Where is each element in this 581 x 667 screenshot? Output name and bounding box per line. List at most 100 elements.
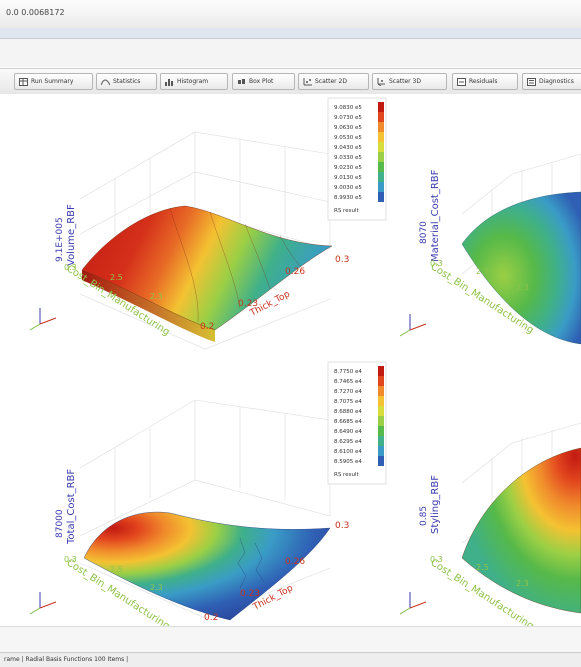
plot3-ztick: 87000 <box>55 509 65 538</box>
plot1-axis-triad <box>29 308 57 331</box>
surface-plot-volume[interactable]: 9.1E+005 Volume_RBF Cost_Bin_Manufacturi… <box>0 94 390 354</box>
plot1-surface <box>81 205 333 331</box>
svg-text:8.5905 e4: 8.5905 e4 <box>334 459 362 465</box>
plot1-ztick: 9.1E+005 <box>55 217 65 262</box>
plot3-xtick-2: 0.26 <box>285 557 305 567</box>
plot2-ytick-2: 2.3 <box>516 283 529 292</box>
svg-text:8.6295 e4: 8.6295 e4 <box>334 439 362 445</box>
box-plot-label: Box Plot <box>249 78 274 85</box>
residuals-icon <box>457 77 466 86</box>
plot1-xtick-2: 0.26 <box>285 267 305 277</box>
plot3-xtick-3: 0.3 <box>335 521 349 531</box>
svg-text:9.0230 e5: 9.0230 e5 <box>334 165 362 171</box>
surface-plot-total-cost[interactable]: 87000 Total_Cost_RBF Cost_Bin_Manufactur… <box>0 358 390 626</box>
surface-plot-material-cost[interactable]: 8070 Material_Cost_RBF Cost_Bin_Manufact… <box>392 94 581 354</box>
plot1-ytick-1: 2.5 <box>110 273 123 282</box>
plot3-xtick-1: 0.23 <box>240 589 260 599</box>
plot4-ztick: 0.85 <box>419 506 429 526</box>
menu-band <box>0 28 581 39</box>
histogram-icon <box>165 78 174 86</box>
surface-plot-styling[interactable]: 0.85 Styling_RBF Cost_Bin_Manufacturing … <box>392 358 581 626</box>
svg-text:9.0830 e5: 9.0830 e5 <box>334 105 362 111</box>
scatter-3d-label: Scatter 3D <box>389 78 421 85</box>
plot1-legend: 9.0830 e5 9.0730 e5 9.0630 e5 9.0530 e5 … <box>327 97 387 221</box>
plot3-axis-triad <box>29 592 57 615</box>
window-titlebar: 0.0 0.0068172 <box>0 0 581 29</box>
scatter-2d-label: Scatter 2D <box>315 78 347 85</box>
svg-text:9.0630 e5: 9.0630 e5 <box>334 125 362 131</box>
status-bar: rame | Radial Basis Functions 100 Items … <box>0 652 581 667</box>
svg-text:8.6100 e4: 8.6100 e4 <box>334 449 362 455</box>
plot1-contours <box>169 207 303 323</box>
header-strip <box>0 39 581 67</box>
plot4-axis-triad <box>399 592 427 615</box>
plot1-xtick-1: 0.23 <box>238 299 258 309</box>
plot2-ytick-0: 0.3 <box>430 259 443 268</box>
svg-text:8.6490 e4: 8.6490 e4 <box>334 429 362 435</box>
window-title: 0.0 0.0068172 <box>6 8 65 17</box>
svg-text:8.7270 e4: 8.7270 e4 <box>334 389 362 395</box>
svg-text:8.6880 e4: 8.6880 e4 <box>334 409 362 415</box>
svg-text:9.0130 e5: 9.0130 e5 <box>334 175 362 181</box>
plot4-zlabel: Styling_RBF <box>430 475 441 534</box>
diagnostics-label: Diagnostics <box>539 78 574 85</box>
bottom-panel <box>0 626 581 653</box>
plot3-grid <box>79 399 331 619</box>
svg-text:9.0330 e5: 9.0330 e5 <box>334 155 362 161</box>
svg-text:8.9930 e5: 8.9930 e5 <box>334 195 362 201</box>
plot-toolbar: Run Summary Statistics Histogram Box Plo… <box>0 68 581 96</box>
svg-text:9.0430 e5: 9.0430 e5 <box>334 145 362 151</box>
plot3-surface <box>83 511 331 621</box>
plot2-axis-triad <box>399 314 427 337</box>
plot2-surface <box>461 191 581 345</box>
plot4-ytick-2: 2.3 <box>516 579 529 588</box>
plot1-surface-front <box>82 270 215 342</box>
svg-text:9.0530 e5: 9.0530 e5 <box>334 135 362 141</box>
boxplot-icon <box>237 78 246 86</box>
plot4-ytick-0: 0.3 <box>430 555 443 564</box>
diagnostics-icon <box>527 77 536 86</box>
run-summary-button[interactable]: Run Summary <box>14 73 93 90</box>
plot1-zlabel: Volume_RBF <box>66 204 77 266</box>
status-text: rame | Radial Basis Functions 100 Items … <box>4 656 129 663</box>
scatter-3d-icon <box>377 77 386 86</box>
plot1-xtick-0: 0.2 <box>200 322 214 332</box>
plot2-ytick-1: 2.5 <box>476 267 489 276</box>
plot3-ytick-2: 2.3 <box>150 583 163 592</box>
histogram-button[interactable]: Histogram <box>160 73 228 90</box>
statistics-button[interactable]: Statistics <box>96 73 157 90</box>
plot3-contours <box>237 537 265 589</box>
plot1-ytick-2: 2.3 <box>150 292 163 301</box>
plot2-ztick: 8070 <box>419 221 429 244</box>
table-icon <box>19 77 28 86</box>
box-plot-button[interactable]: Box Plot <box>232 73 295 90</box>
histogram-label: Histogram <box>177 78 209 85</box>
svg-text:8.7465 e4: 8.7465 e4 <box>334 379 362 385</box>
residuals-label: Residuals <box>469 78 498 85</box>
curve-icon <box>100 78 111 86</box>
plot3-legend: 8.7750 e4 8.7465 e4 8.7270 e4 8.7075 e4 … <box>327 361 387 485</box>
scatter-2d-button[interactable]: Scatter 2D <box>298 73 369 90</box>
plot2-zlabel: Material_Cost_RBF <box>430 169 441 262</box>
plot3-ytick-0: 0.3 <box>64 555 77 564</box>
plot4-ytick-1: 2.5 <box>476 563 489 572</box>
statistics-label: Statistics <box>113 78 141 85</box>
plot1-xtick-3: 0.3 <box>335 255 349 265</box>
svg-text:9.0030 e5: 9.0030 e5 <box>334 185 362 191</box>
plot3-zlabel: Total_Cost_RBF <box>66 469 77 545</box>
residuals-button[interactable]: Residuals <box>452 73 518 90</box>
svg-text:8.6685 e4: 8.6685 e4 <box>334 419 362 425</box>
run-summary-label: Run Summary <box>31 78 74 85</box>
svg-text:8.7750 e4: 8.7750 e4 <box>334 369 362 375</box>
plot1-ytick-0: 0.3 <box>64 263 77 272</box>
scatter-3d-button[interactable]: Scatter 3D <box>372 73 447 90</box>
svg-text:9.0730 e5: 9.0730 e5 <box>334 115 362 121</box>
plot-area: 9.1E+005 Volume_RBF Cost_Bin_Manufacturi… <box>0 94 581 626</box>
diagnostics-button[interactable]: Diagnostics <box>522 73 581 90</box>
plot3-ytick-1: 2.5 <box>110 565 123 574</box>
plot3-xtick-0: 0.2 <box>204 613 218 623</box>
svg-text:RS result: RS result <box>334 208 359 214</box>
svg-text:RS result: RS result <box>334 472 359 478</box>
svg-text:8.7075 e4: 8.7075 e4 <box>334 399 362 405</box>
scatter-2d-icon <box>303 77 312 86</box>
